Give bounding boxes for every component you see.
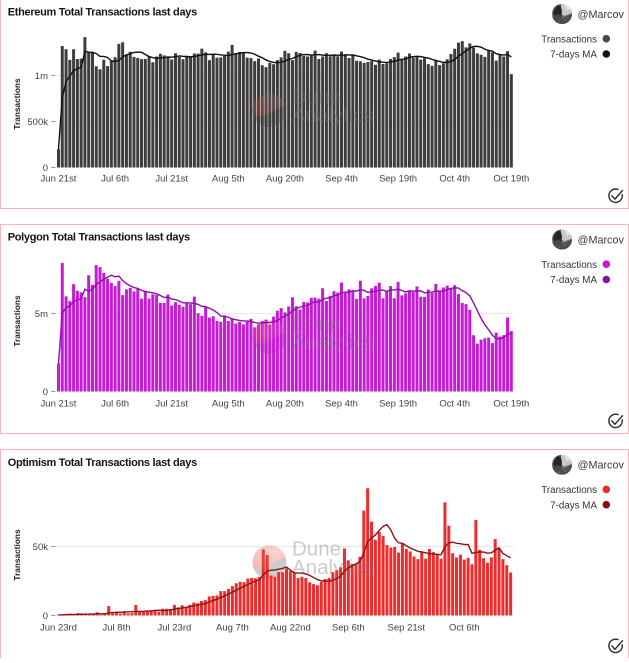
svg-text:Polygon Total Transactions las: Polygon Total Transactions last days [8,232,190,244]
svg-text:1m: 1m [35,71,48,82]
svg-text:7-days MA: 7-days MA [550,500,597,511]
svg-text:50k: 50k [33,542,49,553]
svg-text:Transactions: Transactions [541,260,597,271]
svg-text:Sep 19th: Sep 19th [379,174,417,185]
svg-text:Jul 8th: Jul 8th [103,623,131,634]
svg-text:Dune: Dune [292,86,341,109]
svg-text:Jul 21st: Jul 21st [155,399,188,410]
svg-text:Analytics: Analytics [292,331,374,354]
svg-text:7-days MA: 7-days MA [550,50,597,61]
svg-text:Sep 19th: Sep 19th [379,399,417,410]
svg-text:Sep 4th: Sep 4th [325,174,358,185]
svg-text:@Marcov: @Marcov [578,234,625,246]
svg-text:Analytics: Analytics [292,556,374,579]
svg-text:7-days MA: 7-days MA [550,275,597,286]
svg-text:Oct 19th: Oct 19th [493,399,529,410]
svg-text:@Marcov: @Marcov [578,460,625,472]
svg-text:Dune: Dune [292,538,341,561]
svg-text:Jun 21st: Jun 21st [41,399,77,410]
svg-text:Aug 20th: Aug 20th [266,399,304,410]
svg-text:Jun 21st: Jun 21st [41,174,77,185]
svg-text:0: 0 [43,611,48,622]
svg-text:Analytics: Analytics [292,104,374,127]
svg-text:Transactions: Transactions [12,529,22,581]
svg-text:Sep 4th: Sep 4th [325,399,358,410]
svg-text:Optimism Total Transactions la: Optimism Total Transactions last days [8,457,197,469]
svg-text:Sep 6th: Sep 6th [332,623,365,634]
svg-text:0: 0 [43,387,48,398]
svg-text:Aug 5th: Aug 5th [212,174,245,185]
svg-text:Ethereum Total Transactions la: Ethereum Total Transactions last days [8,7,197,19]
svg-text:5m: 5m [35,309,48,320]
svg-text:Aug 22nd: Aug 22nd [270,623,311,634]
svg-text:Sep 21st: Sep 21st [388,623,426,634]
svg-text:Aug 20th: Aug 20th [266,174,304,185]
svg-text:Oct 19th: Oct 19th [493,174,529,185]
svg-text:Transactions: Transactions [541,485,597,496]
svg-text:Oct 4th: Oct 4th [439,399,470,410]
svg-text:0: 0 [43,163,48,174]
svg-text:Transactions: Transactions [12,78,22,130]
svg-text:Transactions: Transactions [12,295,22,347]
svg-text:Dune: Dune [292,313,341,336]
svg-text:Jul 6th: Jul 6th [101,174,129,185]
svg-text:Jul 6th: Jul 6th [101,399,129,410]
svg-text:Jul 23rd: Jul 23rd [157,623,191,634]
svg-text:Oct 6th: Oct 6th [449,623,480,634]
svg-text:Oct 4th: Oct 4th [439,174,470,185]
svg-text:Transactions: Transactions [541,34,597,45]
svg-text:@Marcov: @Marcov [578,9,625,21]
svg-text:Aug 7th: Aug 7th [216,623,249,634]
svg-text:Jul 21st: Jul 21st [155,174,188,185]
svg-text:Jun 23rd: Jun 23rd [40,623,77,634]
svg-text:Aug 5th: Aug 5th [212,399,245,410]
svg-text:500k: 500k [27,117,48,128]
